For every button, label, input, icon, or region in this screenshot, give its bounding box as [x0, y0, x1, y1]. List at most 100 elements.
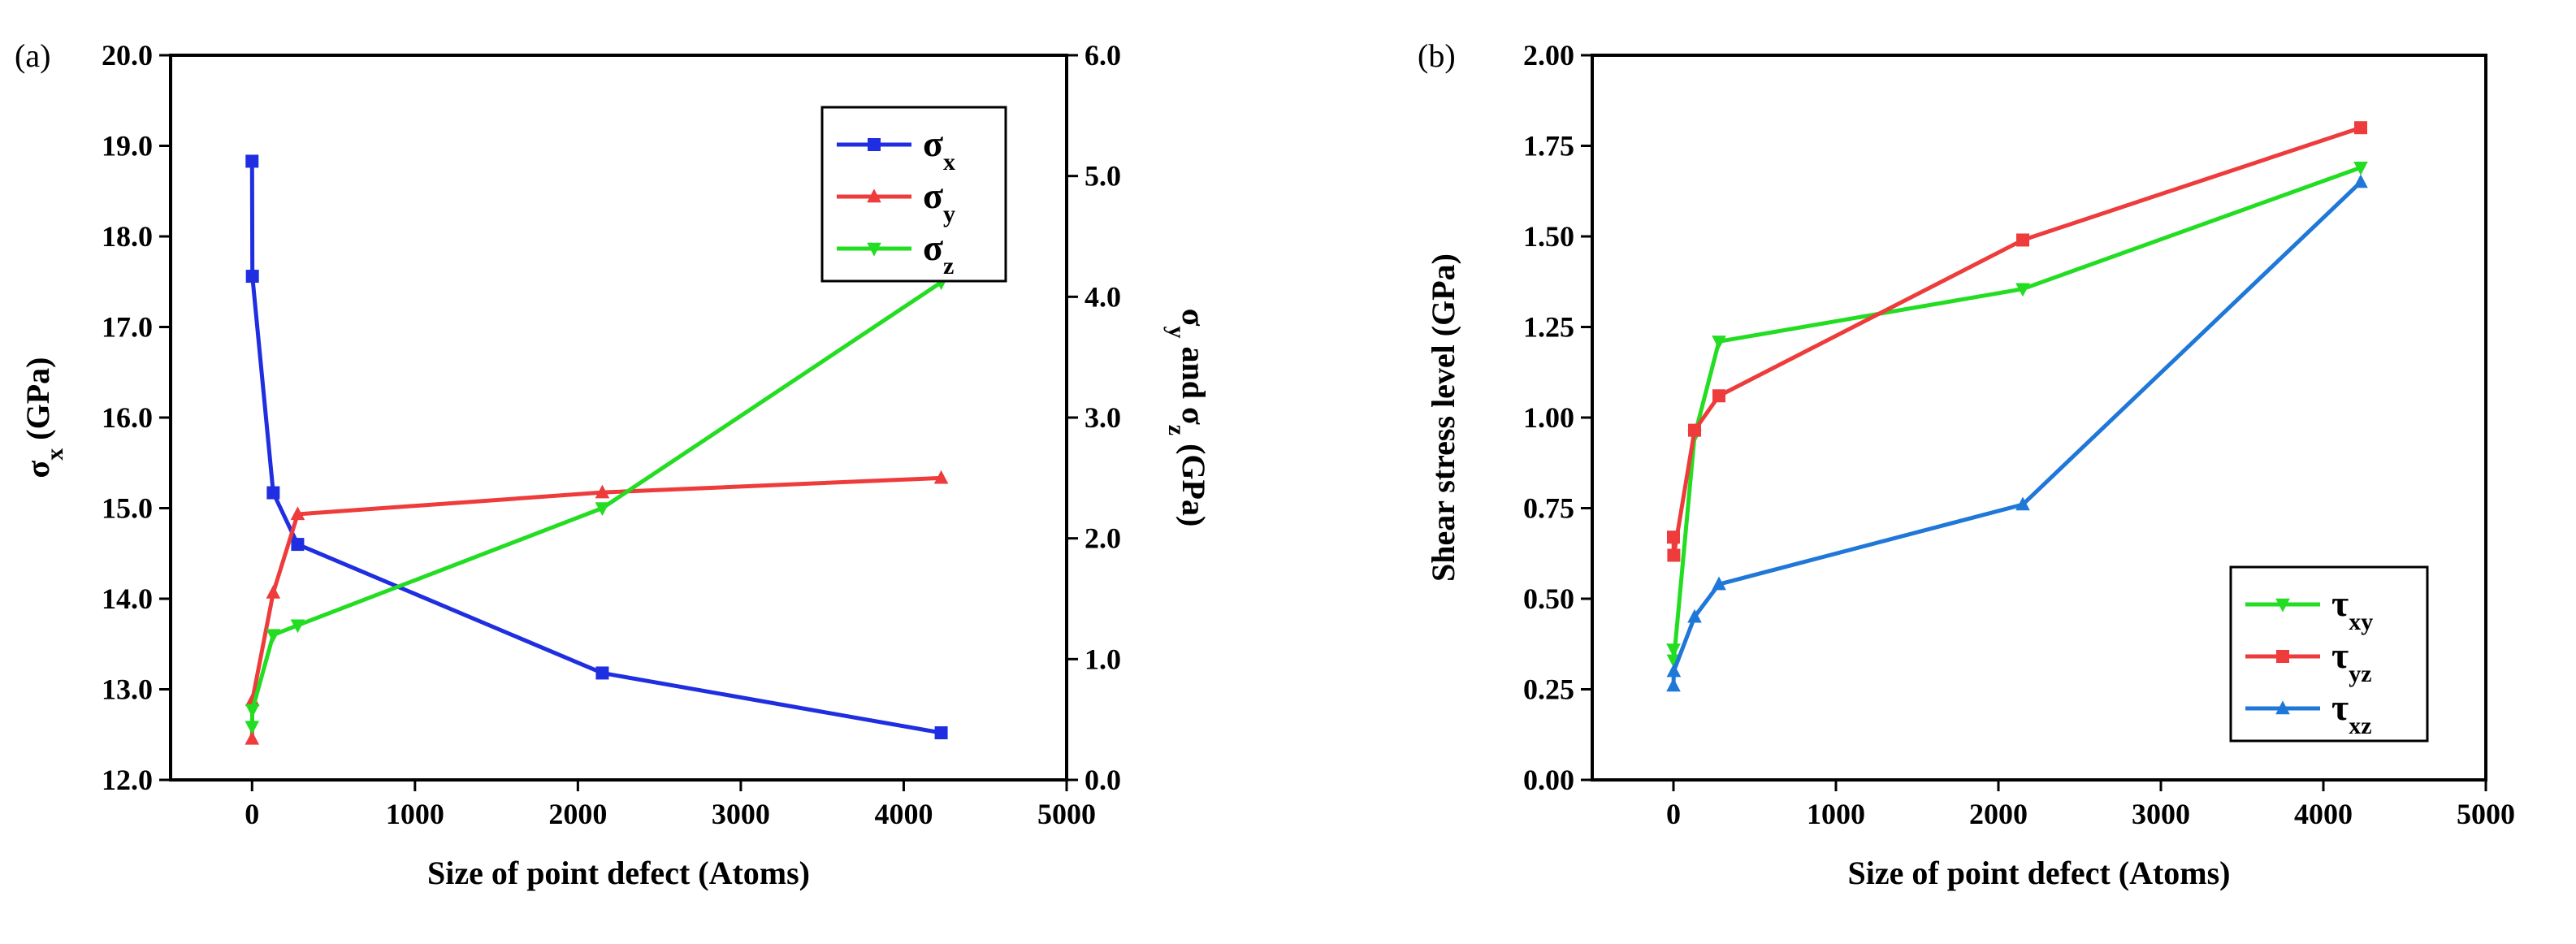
- x-tick-label: 1000: [1807, 798, 1865, 830]
- legend-label-xz: τxz: [2331, 686, 2372, 739]
- y-tick-label: 1.25: [1523, 311, 1574, 344]
- legend-label-xz-part-0: τ: [2331, 686, 2349, 728]
- data-point-y: [290, 506, 305, 521]
- data-point-xy: [1666, 643, 1681, 658]
- y-tick-label: 2.00: [1523, 39, 1574, 71]
- y-tick-label: 20.0: [102, 39, 153, 71]
- legend-swatch-marker-x: [868, 138, 881, 151]
- y2-axis-label-part-4: z: [1164, 425, 1191, 435]
- y-tick-label: 0.25: [1523, 673, 1574, 706]
- data-point-xz: [2015, 496, 2030, 511]
- y2-tick-label: 2.0: [1085, 522, 1121, 555]
- legend-label-z: σz: [923, 227, 954, 279]
- y-axis-label-part-0: σ: [19, 460, 56, 478]
- x-tick-label: 1000: [386, 798, 444, 830]
- y-tick-label: 13.0: [102, 673, 153, 706]
- y2-axis-label-part-2: and: [1175, 338, 1212, 407]
- y-tick-label: 0.75: [1523, 492, 1574, 525]
- data-point-y: [245, 730, 260, 745]
- y-axis-label-part-1: x: [41, 448, 68, 461]
- legend-label-yz: τyz: [2331, 634, 2372, 687]
- panel-label: (a): [15, 37, 50, 74]
- data-point-xz: [1687, 608, 1702, 623]
- legend-label-xy-part-1: xy: [2349, 608, 2373, 635]
- y-tick-label: 12.0: [102, 764, 153, 796]
- data-point-xz: [1666, 663, 1682, 678]
- legend-box: [2229, 565, 2429, 743]
- legend-label-y: σy: [923, 175, 955, 227]
- data-point-y: [595, 484, 610, 499]
- data-point-yz: [1712, 389, 1725, 403]
- y-tick-label: 17.0: [102, 311, 153, 344]
- data-point-x: [266, 486, 280, 500]
- y-tick-label: 15.0: [102, 492, 153, 525]
- y2-axis-label-part-1: y: [1164, 326, 1191, 338]
- legend-label-z-part-1: z: [943, 253, 954, 279]
- series-line-y: [249, 475, 942, 739]
- data-point-xz: [1712, 576, 1726, 591]
- data-point-x: [291, 538, 305, 552]
- legend-label-y-part-0: σ: [923, 175, 943, 216]
- y-tick-label: 1.75: [1523, 130, 1574, 162]
- y-tick-label: 14.0: [102, 582, 153, 615]
- x-tick-label: 3000: [2132, 798, 2190, 830]
- data-point-xy: [2015, 283, 2030, 297]
- x-tick-label: 5000: [1037, 798, 1096, 830]
- data-point-x: [595, 666, 609, 680]
- data-point-z: [266, 629, 281, 643]
- legend-label-xy-part-0: τ: [2331, 582, 2349, 624]
- data-point-x: [934, 726, 948, 740]
- data-point-yz: [2354, 121, 2367, 135]
- y2-tick-label: 1.0: [1085, 643, 1121, 675]
- y-tick-label: 18.0: [102, 220, 153, 253]
- data-point-y: [933, 470, 949, 484]
- y2-axis-label-part-3: σ: [1175, 407, 1212, 425]
- data-point-z: [290, 619, 305, 634]
- chart-panel-a: 0 1000 2000 3000 4000 5000 12.0 13.0 14.0 15.0 16.…: [15, 37, 1212, 891]
- y2-axis-label-part-0: σ: [1175, 309, 1212, 327]
- x-axis-label: Size of point defect (Atoms): [1848, 855, 2231, 891]
- legend-label-y-part-1: y: [943, 201, 955, 227]
- data-point-z: [245, 721, 260, 735]
- data-point-xy: [1712, 336, 1726, 349]
- x-tick-label: 0: [1666, 798, 1681, 830]
- y-axis-label-part-2: (GPa): [19, 357, 56, 448]
- y-tick-label: 19.0: [102, 130, 153, 162]
- data-point-xy: [2353, 162, 2368, 175]
- series-line-yz: [1671, 125, 2362, 557]
- data-point-xz: [1666, 678, 1681, 692]
- legend-box: [820, 106, 1007, 283]
- data-point-yz: [1688, 423, 1701, 437]
- data-point-yz: [2016, 233, 2029, 247]
- y2-axis-label: σy and σz (GPa): [1164, 309, 1213, 527]
- y2-tick-label: 0.0: [1085, 764, 1121, 796]
- y-tick-label: 0.50: [1523, 582, 1574, 615]
- panel-label: (b): [1418, 37, 1456, 74]
- data-point-xz: [2353, 174, 2368, 188]
- x-tick-label: 0: [245, 798, 259, 830]
- legend-swatch-marker-z: [867, 242, 881, 257]
- data-point-yz: [1667, 548, 1681, 562]
- legend-label-x: σx: [923, 123, 955, 175]
- data-point-x: [245, 154, 259, 168]
- legend-swatch-marker-yz: [2276, 650, 2289, 663]
- y2-axis-label-part-5: (GPa): [1175, 435, 1212, 526]
- x-axis-label: Size of point defect (Atoms): [427, 855, 810, 891]
- y2-tick-label: 6.0: [1085, 39, 1121, 71]
- x-tick-label: 4000: [2294, 798, 2353, 830]
- legend-label-x-part-1: x: [943, 149, 955, 175]
- data-point-y: [266, 584, 281, 599]
- legend-swatch-marker-y: [867, 188, 881, 203]
- legend-label-yz-part-1: yz: [2349, 660, 2371, 687]
- x-tick-label: 5000: [2457, 798, 2515, 830]
- x-tick-label: 3000: [712, 798, 770, 830]
- y2-tick-label: 5.0: [1085, 160, 1121, 193]
- data-point-z: [245, 704, 260, 718]
- data-point-x: [245, 270, 259, 284]
- legend-swatch-marker-xz: [2275, 700, 2290, 715]
- legend-label-z-part-0: σ: [923, 227, 943, 268]
